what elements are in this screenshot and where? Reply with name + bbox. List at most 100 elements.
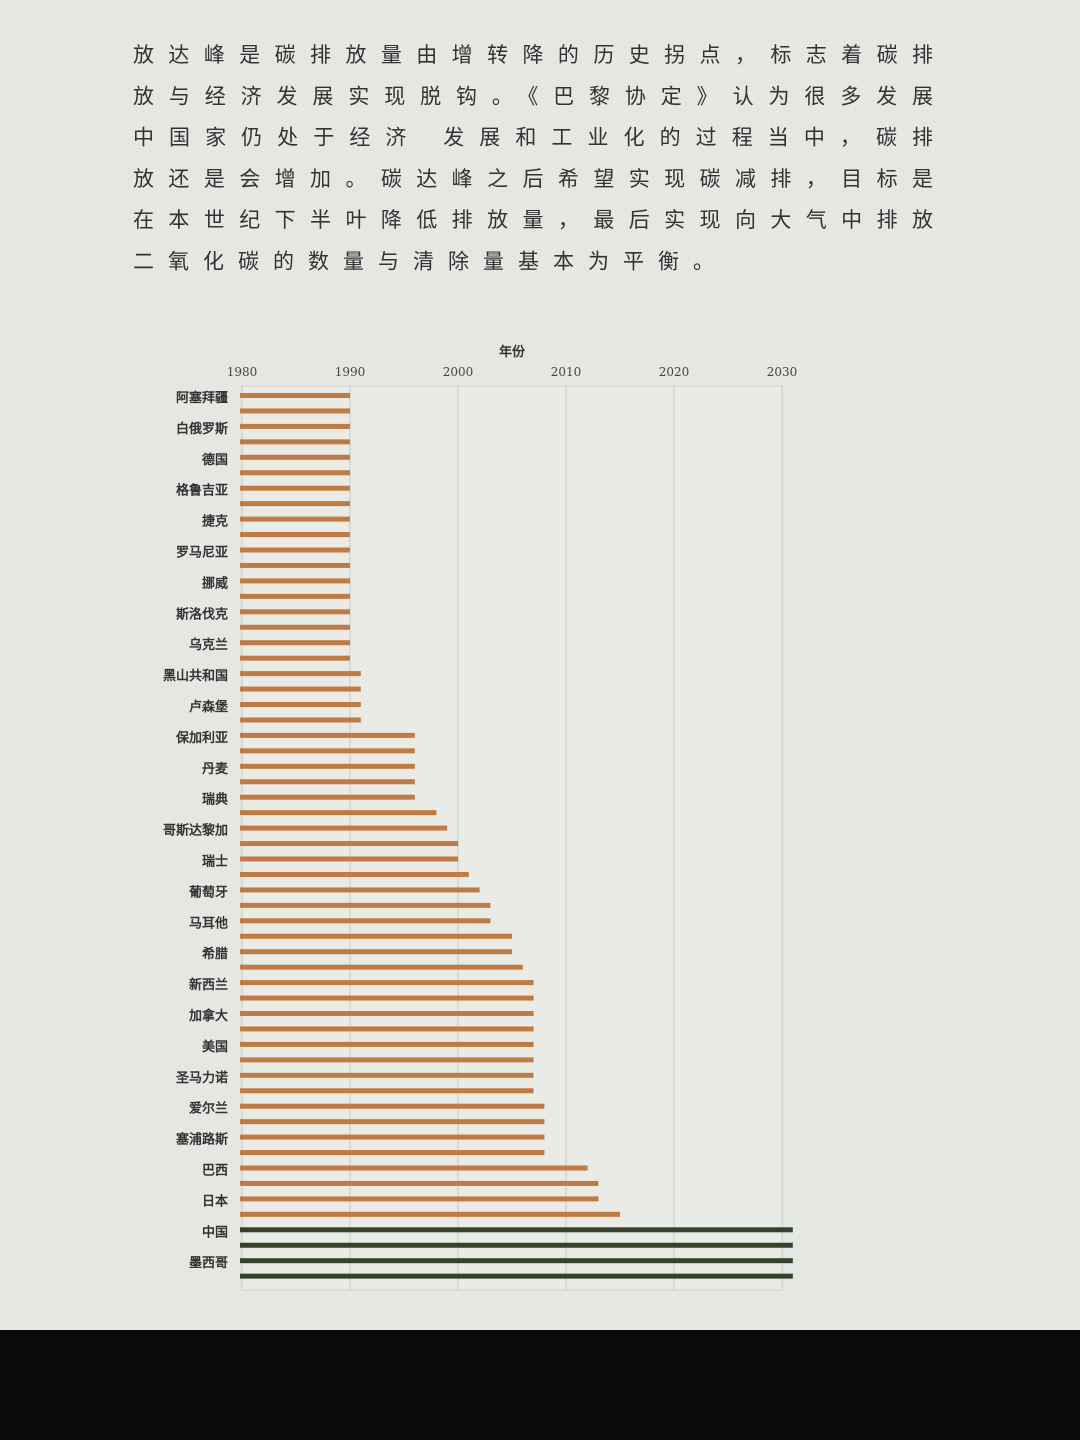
y-tick-label: 卢森堡	[189, 699, 228, 715]
y-tick-label: 马耳他	[189, 915, 228, 931]
bar	[240, 1180, 599, 1186]
axis-title: 年份	[499, 344, 526, 360]
bar	[240, 1258, 793, 1264]
paragraph-line: 放达峰是碳排放量由增转降的历史拐点，标志着碳排	[133, 43, 933, 67]
x-tick-label: 1990	[335, 365, 366, 379]
y-tick-label: 巴西	[202, 1164, 228, 1179]
bar	[240, 501, 350, 507]
bar	[240, 794, 415, 800]
bar	[240, 1026, 534, 1032]
bar	[240, 748, 415, 754]
y-tick-label: 德国	[202, 452, 228, 468]
bar	[240, 423, 350, 429]
x-tick-label: 2020	[659, 365, 690, 379]
bar	[240, 779, 415, 785]
bar	[240, 1041, 534, 1047]
x-tick-label: 1980	[227, 365, 258, 379]
y-tick-label: 瑞典	[202, 792, 228, 808]
y-tick-label: 挪威	[202, 575, 228, 591]
y-tick-label: 希腊	[202, 946, 228, 962]
bar	[240, 702, 361, 707]
bar	[240, 1211, 620, 1217]
bar	[240, 1165, 588, 1171]
bar	[240, 887, 480, 893]
y-tick-label: 保加利亚	[175, 730, 228, 746]
y-tick-label: 爱尔兰	[189, 1101, 228, 1117]
y-tick-label: 瑞士	[202, 854, 228, 870]
bar	[240, 871, 469, 877]
y-tick-label: 新西兰	[189, 977, 228, 993]
paragraph-line: 放还是会增加。碳达峰之后希望实现碳减排，目标是	[133, 167, 933, 191]
bar	[240, 578, 350, 584]
bar	[240, 547, 350, 553]
x-tick-label: 2000	[443, 365, 474, 379]
bar	[240, 1072, 534, 1078]
bar	[240, 902, 491, 908]
y-tick-label: 墨西哥	[189, 1255, 228, 1271]
y-tick-label: 日本	[202, 1193, 228, 1209]
bar	[240, 1273, 793, 1279]
bar	[240, 408, 350, 414]
bar	[240, 949, 512, 955]
bar	[240, 918, 491, 924]
bar	[240, 763, 415, 769]
y-tick-label: 哥斯达黎加	[163, 823, 228, 839]
bar	[240, 1088, 534, 1094]
x-tick-label: 2010	[551, 365, 582, 379]
bar	[240, 562, 350, 568]
bar	[240, 640, 350, 646]
y-tick-label: 塞浦路斯	[176, 1132, 228, 1148]
paragraph-line: 放与经济发展实现脱钩。《巴黎协定》认为很多发展	[133, 84, 933, 108]
bar	[240, 516, 350, 522]
bar	[240, 1227, 793, 1233]
bar	[240, 439, 350, 445]
paragraph-line: 中国家仍处于经济 发展和工业化的过程当中，碳排	[133, 126, 933, 150]
bezel	[0, 1330, 1080, 1440]
bar	[240, 686, 361, 692]
y-tick-label: 葡萄牙	[188, 884, 228, 900]
bar	[240, 1134, 545, 1140]
bar	[240, 454, 350, 460]
bar	[240, 1150, 545, 1156]
y-tick-label: 中国	[202, 1224, 228, 1240]
bar	[240, 593, 350, 599]
bar	[240, 609, 350, 615]
bar	[240, 393, 350, 398]
bar	[240, 964, 523, 970]
y-tick-label: 捷克	[202, 514, 228, 530]
bar	[240, 933, 512, 939]
y-tick-label: 圣马力诺	[176, 1070, 228, 1086]
paragraph-line: 二氧化碳的数量与清除量基本为平衡。	[133, 250, 728, 274]
bar	[240, 485, 350, 491]
bar	[240, 671, 361, 677]
y-tick-label: 美国	[202, 1039, 228, 1055]
y-tick-label: 斯洛伐克	[176, 606, 228, 622]
bar	[240, 1196, 599, 1202]
bar	[240, 1057, 534, 1063]
y-tick-label: 黑山共和国	[163, 668, 228, 684]
y-tick-label: 加拿大	[188, 1008, 228, 1024]
x-tick-label: 2030	[767, 365, 798, 379]
bar	[240, 1011, 534, 1016]
bar	[240, 470, 350, 476]
bar	[240, 810, 437, 816]
y-tick-label: 罗马尼亚	[176, 546, 228, 561]
y-tick-label: 阿塞拜疆	[176, 390, 228, 406]
bar	[240, 1119, 545, 1125]
bar	[240, 1242, 793, 1248]
bar	[240, 717, 361, 723]
bar	[240, 655, 350, 661]
bar	[240, 856, 458, 862]
y-tick-label: 乌克兰	[189, 637, 228, 653]
bar	[240, 995, 534, 1001]
y-tick-label: 丹麦	[202, 761, 229, 777]
bar	[240, 980, 534, 986]
bar	[240, 624, 350, 630]
bar	[240, 532, 350, 538]
bar	[240, 825, 448, 831]
bar	[240, 732, 415, 738]
bar	[240, 841, 458, 847]
y-tick-label: 白俄罗斯	[176, 421, 228, 437]
paragraph-line: 在本世纪下半叶降低排放量，最后实现向大气中排放	[133, 208, 933, 232]
y-tick-label: 格鲁吉亚	[176, 483, 228, 499]
